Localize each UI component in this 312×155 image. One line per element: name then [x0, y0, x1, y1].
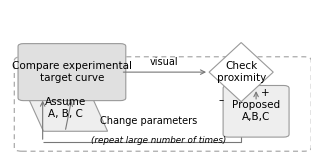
Text: Assume
A, B, C: Assume A, B, C [44, 97, 86, 119]
Text: –: – [218, 95, 224, 105]
Text: visual: visual [149, 57, 178, 67]
Polygon shape [22, 85, 108, 131]
Text: Proposed
A,B,C: Proposed A,B,C [232, 100, 280, 122]
FancyBboxPatch shape [223, 86, 289, 137]
Polygon shape [209, 43, 273, 102]
Text: +: + [261, 88, 269, 98]
FancyBboxPatch shape [18, 44, 126, 101]
Text: Change parameters: Change parameters [100, 116, 197, 126]
Text: (repeat large number of times): (repeat large number of times) [91, 136, 227, 145]
Text: Check
proximity: Check proximity [217, 61, 266, 83]
Text: Compare experimental
target curve: Compare experimental target curve [12, 61, 132, 83]
